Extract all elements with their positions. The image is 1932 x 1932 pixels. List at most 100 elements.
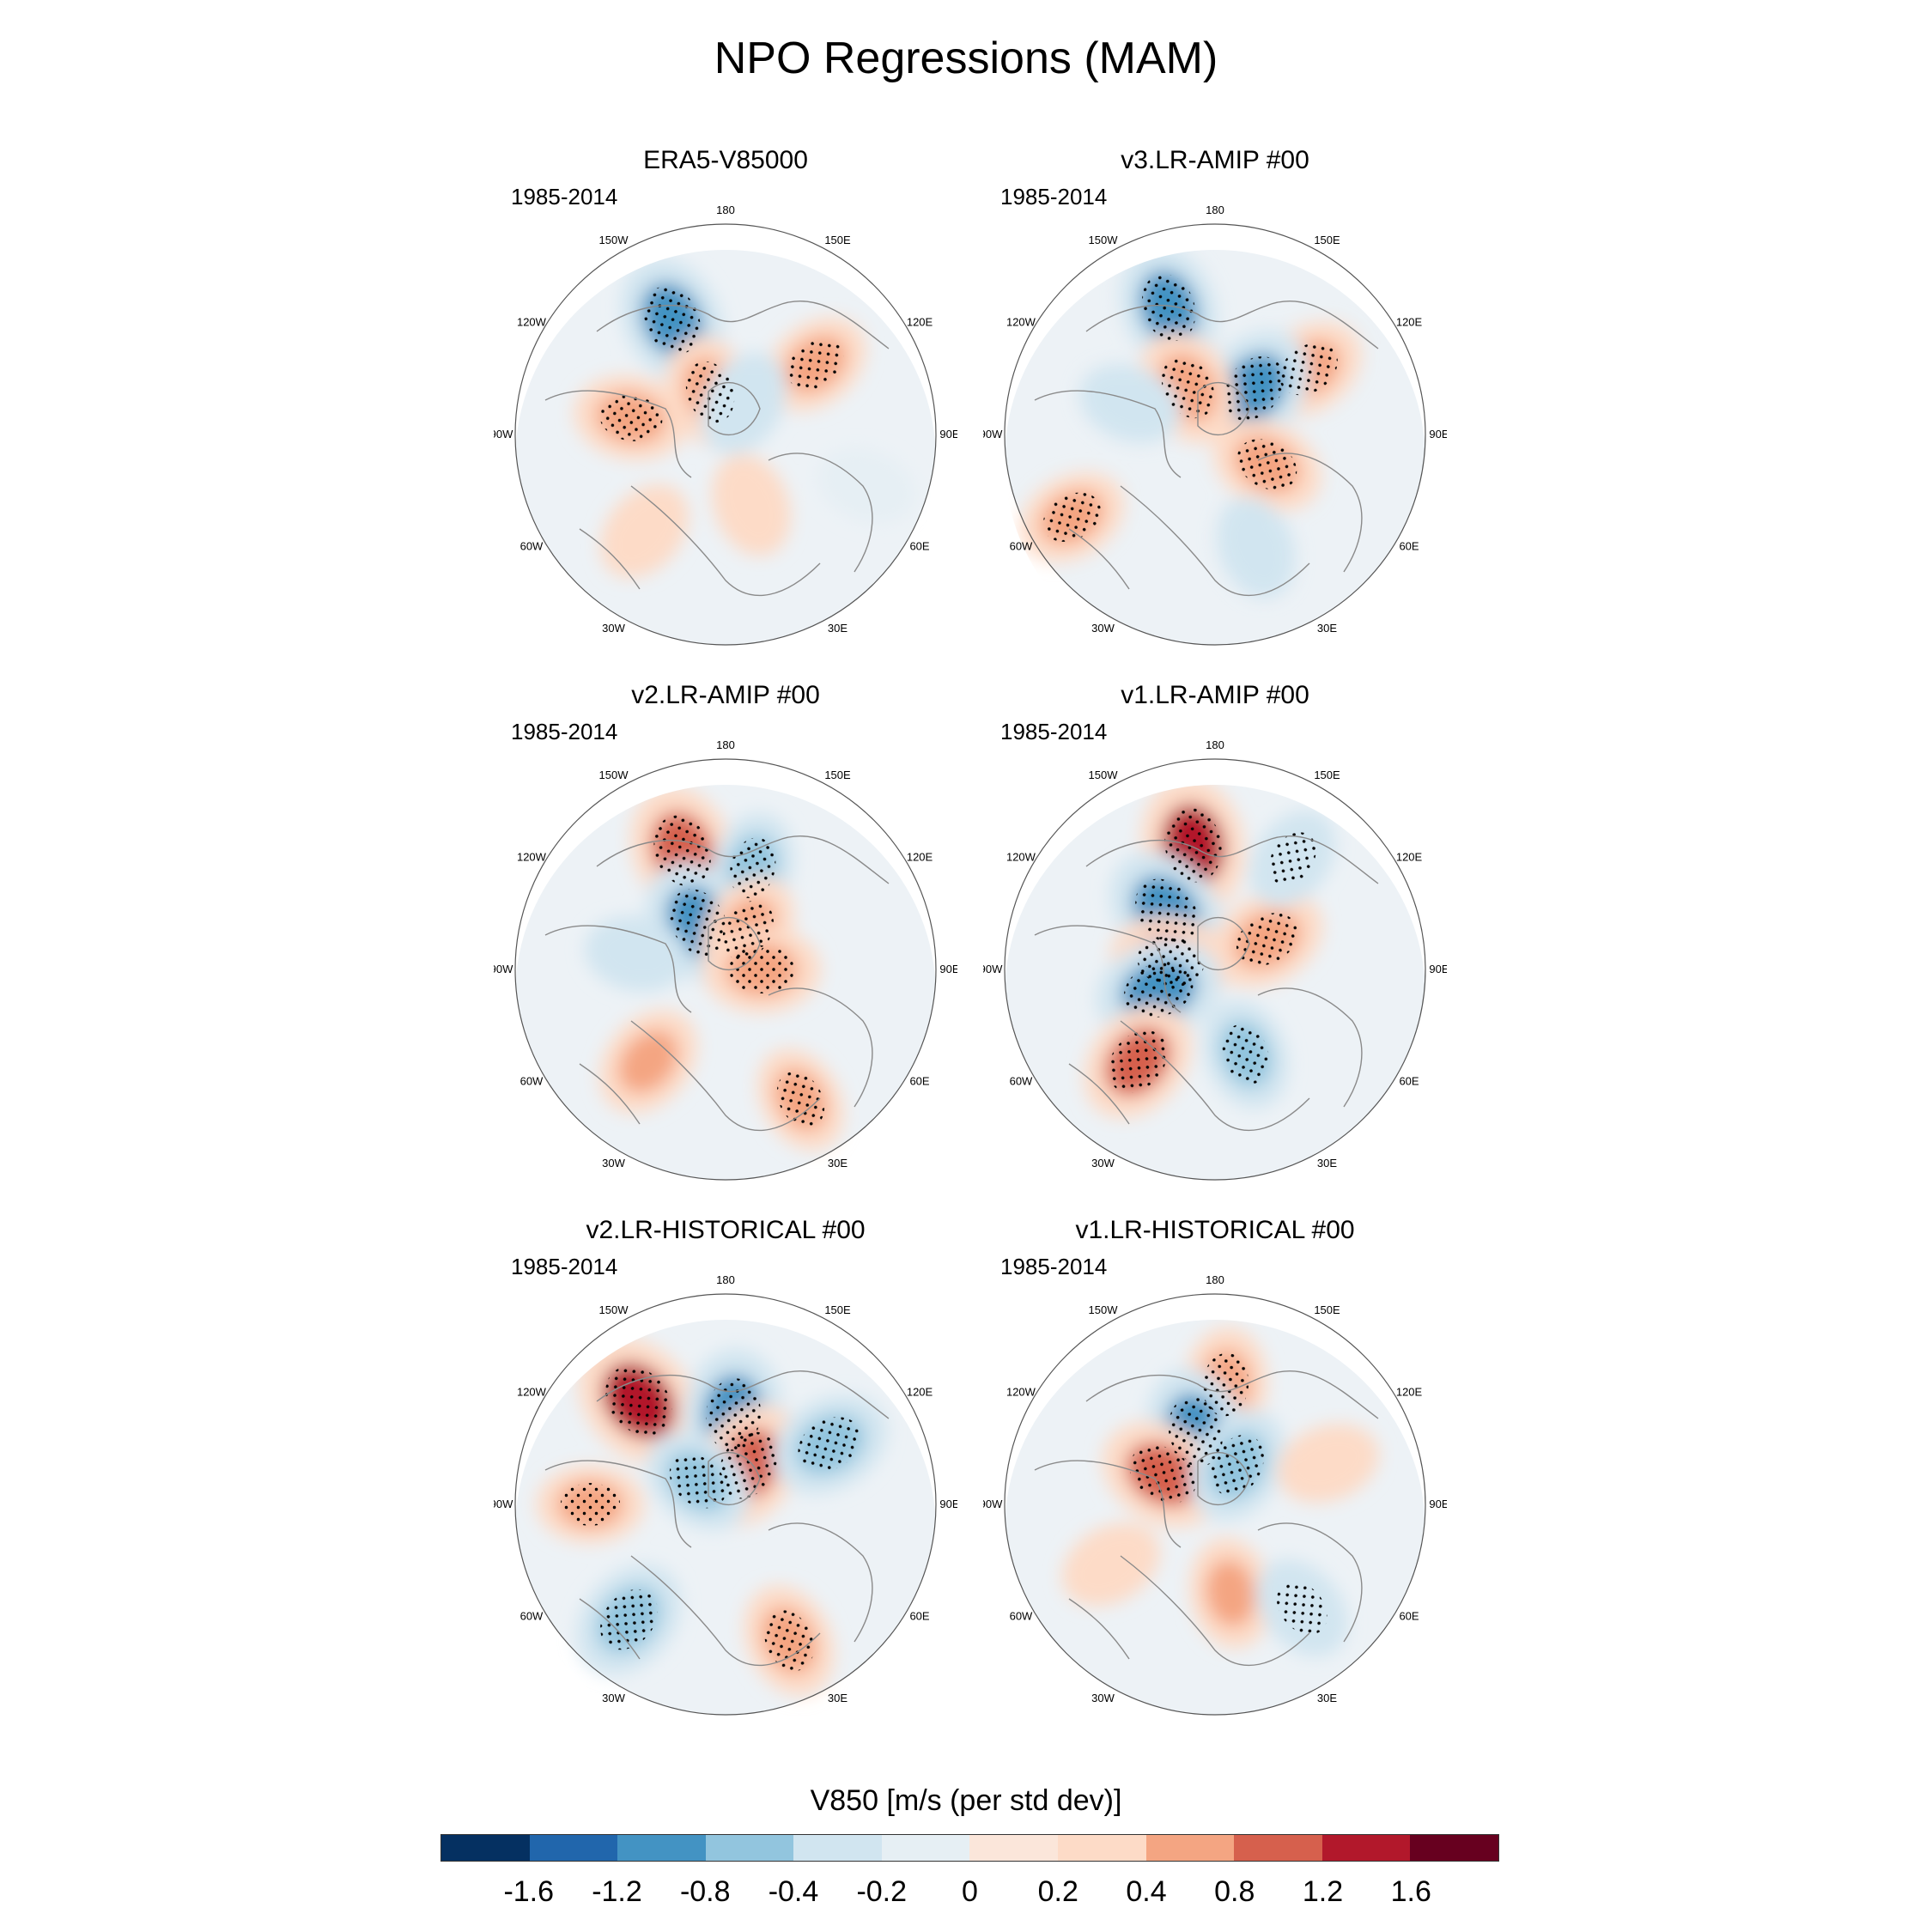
longitude-label: 180 [716, 738, 735, 751]
panel-title: ERA5-V85000 [643, 146, 808, 174]
longitude-label: 60W [520, 1075, 544, 1088]
coastlines [1034, 301, 1379, 597]
polar-map: 180150E120E90E60E30E030W60W90W120W150W [983, 1273, 1447, 1722]
significance-stippling [706, 1378, 762, 1451]
longitude-label: 90E [939, 963, 957, 975]
longitude-label: 90W [494, 1498, 513, 1510]
panel-title: v2.LR-AMIP #00 [631, 681, 820, 709]
longitude-label: 150E [824, 234, 851, 246]
colorbar-swatch [1410, 1835, 1498, 1861]
significance-stippling [1237, 439, 1297, 490]
significance-stippling [669, 1454, 726, 1509]
positive-anomaly [1297, 1439, 1359, 1487]
positive-anomaly [727, 474, 775, 536]
colorbar-tick-label: -0.4 [768, 1875, 819, 1908]
longitude-label: 150E [824, 769, 851, 781]
longitude-label: 30W [602, 1157, 625, 1170]
longitude-label: 30W [1091, 1692, 1115, 1704]
longitude-label: 120E [907, 316, 933, 329]
colorbar-tick-label: -1.6 [503, 1875, 555, 1908]
significance-stippling [669, 889, 728, 957]
coastlines [544, 1370, 890, 1667]
longitude-label: 120W [517, 851, 547, 864]
coastlines [1034, 1370, 1379, 1667]
positive-anomaly [1206, 1559, 1255, 1627]
significance-stippling [605, 1365, 672, 1436]
longitude-label: 120W [517, 1386, 547, 1399]
longitude-label: 120E [1396, 316, 1423, 329]
longitude-label: 90E [1429, 1498, 1447, 1510]
longitude-label: 60E [909, 1610, 929, 1623]
panel-period: 1985-2014 [1000, 1254, 1108, 1279]
significance-stippling [776, 1072, 825, 1128]
longitude-label: 180 [1206, 1273, 1224, 1286]
longitude-label: 30E [1317, 622, 1337, 635]
longitude-label: 60E [909, 540, 929, 553]
longitude-label: 180 [716, 1273, 735, 1286]
longitude-label: 120W [1006, 851, 1036, 864]
longitude-label: 90E [1429, 963, 1447, 975]
significance-stippling [719, 1431, 777, 1499]
longitude-label: 150W [1089, 1303, 1119, 1316]
significance-stippling [560, 1483, 621, 1526]
significance-stippling [1108, 1030, 1168, 1093]
longitude-label: 90W [983, 1498, 1003, 1510]
colorbar-swatch [1058, 1835, 1146, 1861]
significance-stippling [1222, 1024, 1270, 1084]
significance-stippling [1202, 1352, 1249, 1417]
longitude-label: 180 [716, 204, 735, 216]
longitude-label: 30W [602, 1692, 625, 1704]
coastlines [544, 301, 890, 597]
longitude-label: 90E [939, 1498, 957, 1510]
negative-anomaly [1099, 380, 1161, 428]
longitude-label: 60E [1399, 1075, 1419, 1088]
longitude-label: 150W [1089, 769, 1119, 781]
longitude-label: 60E [909, 1075, 929, 1088]
longitude-label: 150W [599, 1303, 629, 1316]
longitude-label: 150E [824, 1303, 851, 1316]
map-border [514, 1293, 937, 1716]
colorbar-swatch [881, 1835, 970, 1861]
longitude-label: 30E [828, 1692, 848, 1704]
significance-stippling [1268, 832, 1316, 885]
longitude-label: 30E [1317, 1692, 1337, 1704]
colorbar-tick-label: 0.4 [1126, 1875, 1167, 1908]
colorbar-swatch [705, 1835, 794, 1861]
significance-stippling [729, 945, 794, 993]
significance-stippling [1042, 492, 1101, 542]
polar-map: 180150E120E90E60E30E030W60W90W120W150W [494, 738, 957, 1188]
longitude-label: 30W [1091, 622, 1115, 635]
map-panel-v2-amip: v2.LR-AMIP #00 1985-2014 180 150E 120E 90E 6… [494, 681, 957, 1188]
significance-stippling [1276, 1581, 1327, 1635]
longitude-label: 150E [1314, 769, 1340, 781]
longitude-label: 30E [828, 1157, 848, 1170]
map-border [1004, 758, 1426, 1181]
longitude-label: 90W [494, 428, 513, 440]
colorbar-swatch [969, 1835, 1059, 1861]
panel-period: 1985-2014 [1000, 719, 1108, 744]
panel-title: v1.LR-AMIP #00 [1121, 681, 1309, 709]
significance-stippling [1223, 356, 1285, 421]
figure-title: NPO Regressions (MAM) [714, 33, 1218, 83]
colorbar-swatch [793, 1835, 882, 1861]
longitude-label: 120W [1006, 1386, 1036, 1399]
longitude-label: 120W [1006, 316, 1036, 329]
significance-stippling [1141, 273, 1196, 342]
polar-map: 180150E120E90E60E30E030W60W90W120W150W [983, 204, 1447, 653]
significance-stippling [600, 1589, 658, 1650]
longitude-label: 150E [1314, 234, 1340, 246]
panel-title: v1.LR-HISTORICAL #00 [1075, 1216, 1355, 1244]
longitude-label: 120W [517, 316, 547, 329]
longitude-label: 30W [602, 622, 625, 635]
longitude-label: 0 [1212, 1187, 1218, 1188]
significance-stippling [1211, 1434, 1264, 1497]
longitude-label: 60W [520, 540, 544, 553]
negative-anomaly [1232, 517, 1280, 579]
longitude-label: 60E [1399, 1610, 1419, 1623]
longitude-label: 150W [599, 234, 629, 246]
map-panel-v1-historical: v1.LR-HISTORICAL #00 1985-2014 180 150E 12… [983, 1216, 1447, 1722]
longitude-label: 180 [1206, 204, 1224, 216]
polar-map: 180150E120E90E60E30E030W60W90W120W150W [983, 738, 1447, 1188]
coastlines [544, 835, 890, 1132]
significance-stippling [643, 286, 701, 355]
